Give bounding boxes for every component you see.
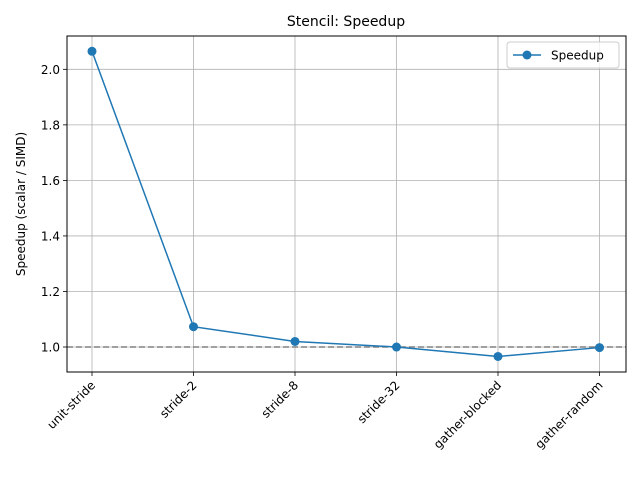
series-group [87,46,604,361]
data-point-unit-stride [87,46,97,56]
plot-frame [66,35,627,373]
data-point-stride-8 [290,336,300,346]
y-tick-label: 1.6 [41,174,60,188]
y-tick-label: 1.8 [41,118,60,132]
x-axis-ticks: unit-stride stride-2 stride-8 stride-32 gath… [45,372,606,452]
legend: Speedup [506,41,620,69]
data-point-gather-random [595,343,604,353]
y-tick-label: 1.4 [41,229,60,243]
x-tick-label-stride-8: stride-8 [259,378,302,421]
legend-box [506,41,620,69]
legend-label-speedup: Speedup [551,49,604,63]
chart-title: Stencil: Speedup [287,14,405,30]
data-point-stride-2 [189,322,198,332]
legend-marker-swatch [522,50,532,60]
data-point-stride-32 [392,342,401,352]
grid [67,36,626,372]
x-tick-label-stride-32: stride-32 [355,378,403,426]
series-line-speedup [91,51,600,358]
x-tick-label-stride-2: stride-2 [157,378,200,421]
y-tick-label: 2.0 [41,63,60,77]
data-point-gather-blocked [493,351,503,361]
y-tick-label: 1.2 [41,285,60,299]
x-tick-label-unit-stride: unit-stride [45,378,99,432]
y-axis-ticks: 1.0 1.2 1.4 1.6 1.8 2.0 [41,63,67,355]
x-tick-label-gather-blocked: gather-blocked [431,378,504,451]
y-axis-label: Speedup (scalar / SIMD) [14,132,28,276]
y-tick-label: 1.0 [41,341,60,355]
x-tick-label-gather-random: gather-random [532,378,605,451]
